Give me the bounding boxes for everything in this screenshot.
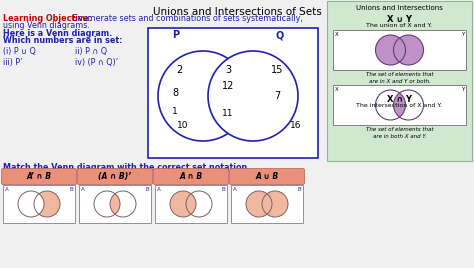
Text: X: X: [335, 32, 339, 37]
Circle shape: [158, 51, 248, 141]
FancyBboxPatch shape: [231, 185, 303, 223]
Circle shape: [18, 191, 44, 217]
Circle shape: [375, 90, 405, 120]
Text: P: P: [173, 30, 180, 40]
Text: Learning Objective:: Learning Objective:: [3, 14, 92, 23]
Text: 10: 10: [177, 121, 189, 131]
Circle shape: [94, 191, 120, 217]
Text: A: A: [157, 187, 161, 192]
Circle shape: [110, 191, 136, 217]
Text: Which numbers are in set:: Which numbers are in set:: [3, 36, 122, 45]
FancyBboxPatch shape: [333, 30, 466, 70]
Text: The union of X and Y.: The union of X and Y.: [366, 23, 433, 28]
Circle shape: [393, 35, 423, 65]
Text: X ∩ Y: X ∩ Y: [387, 95, 412, 104]
Text: X ∪ Y: X ∪ Y: [387, 15, 412, 24]
Circle shape: [262, 191, 288, 217]
Text: 2: 2: [176, 65, 182, 75]
Text: A: A: [5, 187, 9, 192]
Text: B: B: [69, 187, 73, 192]
Text: Here is a Venn diagram.: Here is a Venn diagram.: [3, 29, 112, 38]
Text: (A ∩ B)’: (A ∩ B)’: [99, 172, 132, 181]
Text: B: B: [221, 187, 225, 192]
Text: Unions and Intersections: Unions and Intersections: [356, 5, 443, 11]
Text: iv) (P ∩ Q)’: iv) (P ∩ Q)’: [75, 58, 118, 67]
FancyBboxPatch shape: [148, 28, 318, 158]
FancyBboxPatch shape: [1, 169, 76, 184]
Text: iii) P’: iii) P’: [3, 58, 23, 67]
FancyBboxPatch shape: [229, 169, 304, 184]
FancyBboxPatch shape: [154, 169, 228, 184]
Text: A ∪ B: A ∪ B: [255, 172, 279, 181]
Text: B: B: [146, 187, 149, 192]
Text: A’ ∩ B: A’ ∩ B: [27, 172, 52, 181]
Text: are in both X and Y.: are in both X and Y.: [373, 134, 427, 139]
Text: 7: 7: [274, 91, 280, 101]
Circle shape: [393, 90, 423, 120]
Text: Match the Venn diagram with the correct set notation.: Match the Venn diagram with the correct …: [3, 163, 250, 172]
FancyBboxPatch shape: [79, 185, 151, 223]
Text: A ∩ B: A ∩ B: [179, 172, 202, 181]
Text: 1: 1: [172, 106, 178, 116]
Text: 12: 12: [222, 81, 234, 91]
FancyBboxPatch shape: [327, 1, 472, 161]
Text: X: X: [335, 87, 339, 92]
Text: 8: 8: [172, 88, 178, 98]
Text: B: B: [297, 187, 301, 192]
Circle shape: [34, 191, 60, 217]
Text: 3: 3: [225, 65, 231, 75]
Circle shape: [375, 35, 405, 65]
Circle shape: [170, 191, 196, 217]
Text: Y: Y: [461, 87, 464, 92]
Text: 11: 11: [222, 109, 234, 117]
Text: Unions and Intersections of Sets: Unions and Intersections of Sets: [153, 7, 321, 17]
Text: using Venn diagrams.: using Venn diagrams.: [3, 21, 90, 30]
Text: The intersection of X and Y.: The intersection of X and Y.: [356, 103, 443, 108]
Text: (i) P ∪ Q: (i) P ∪ Q: [3, 47, 36, 56]
Text: The set of elements that: The set of elements that: [366, 72, 433, 77]
Text: are in X and Y or both.: are in X and Y or both.: [369, 79, 430, 84]
Text: A: A: [81, 187, 85, 192]
FancyBboxPatch shape: [155, 185, 227, 223]
FancyBboxPatch shape: [3, 185, 75, 223]
Text: A: A: [233, 187, 237, 192]
Text: Q: Q: [276, 30, 284, 40]
Text: Enumerate sets and combinations of sets systematically,: Enumerate sets and combinations of sets …: [70, 14, 303, 23]
Circle shape: [375, 90, 405, 120]
Circle shape: [393, 90, 423, 120]
Circle shape: [246, 191, 272, 217]
Circle shape: [208, 51, 298, 141]
FancyBboxPatch shape: [78, 169, 153, 184]
Text: 15: 15: [271, 65, 283, 75]
FancyBboxPatch shape: [333, 85, 466, 125]
Text: 16: 16: [290, 121, 302, 131]
Circle shape: [186, 191, 212, 217]
Text: The set of elements that: The set of elements that: [366, 127, 433, 132]
Text: ii) P ∩ Q: ii) P ∩ Q: [75, 47, 107, 56]
Text: Y: Y: [461, 32, 464, 37]
